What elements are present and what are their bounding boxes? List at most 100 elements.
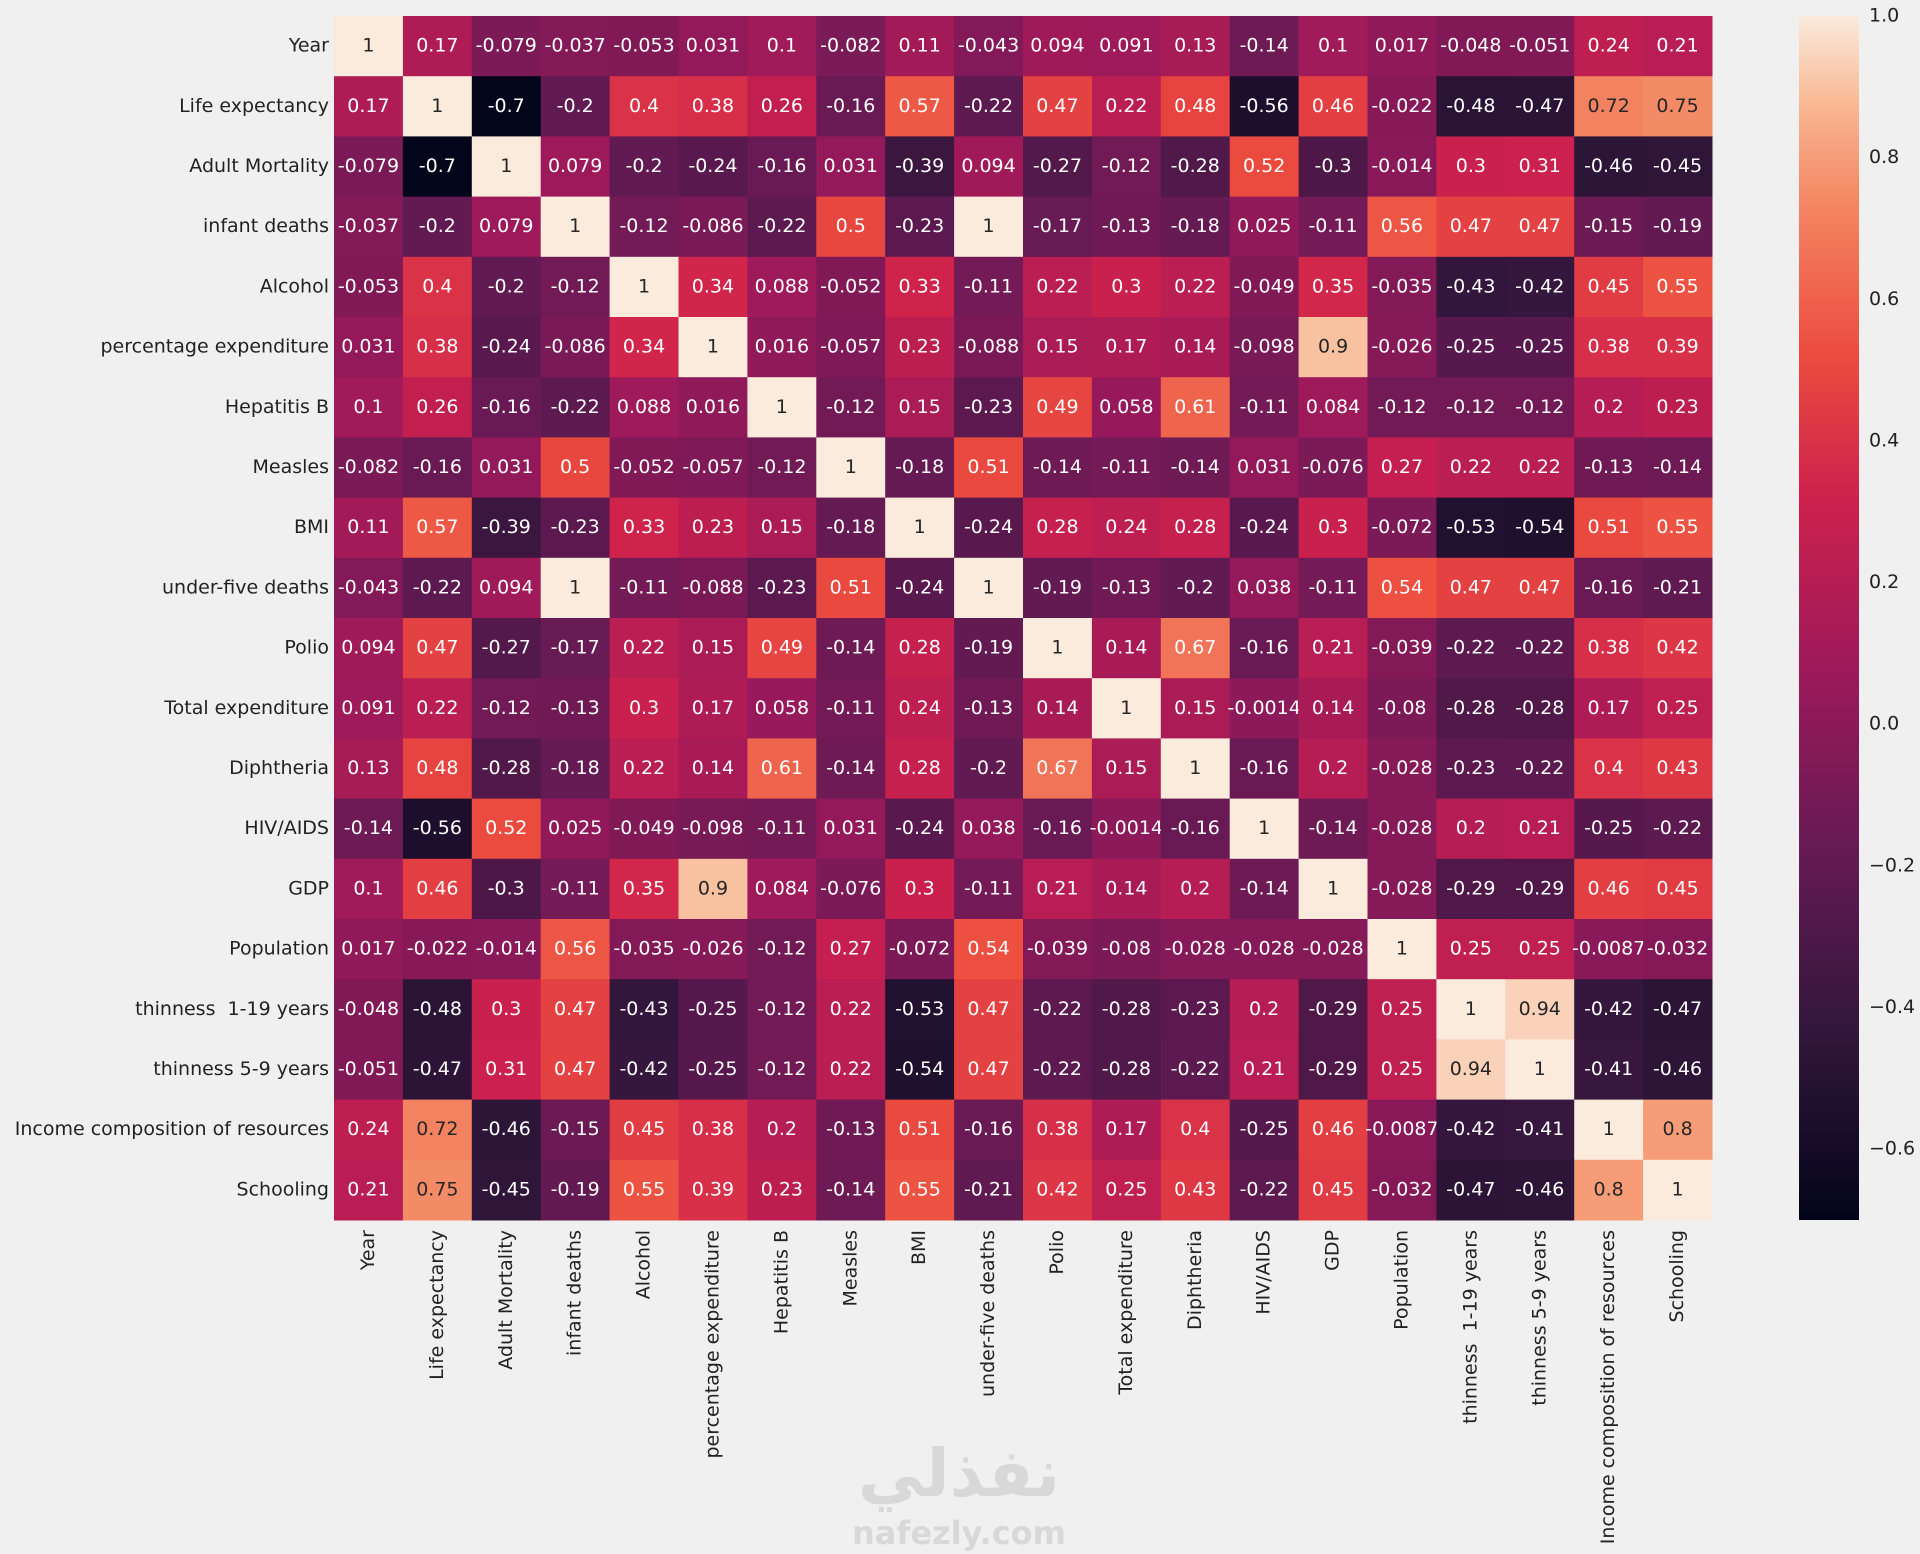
cell [954,798,1024,860]
cell-label: 1 [1120,697,1132,719]
cell [954,317,1024,378]
cell-label: 0.1 [1318,35,1348,57]
cell [1091,317,1162,378]
cell [1643,196,1713,258]
cell-label: 0.42 [1656,637,1698,659]
cell-label: -0.22 [757,215,806,237]
colorbar-tick-label: −0.2 [1869,854,1915,876]
cell [1643,618,1713,679]
watermark: نفذلي [858,1435,1060,1512]
cell-label: 0.39 [692,1178,734,1200]
cell [816,678,886,739]
cell-label: 0.94 [1450,1058,1492,1080]
cell [1229,678,1300,739]
cell-label: -0.16 [964,1118,1013,1140]
cell [1436,437,1506,499]
cell [471,738,542,800]
y-tick-label: Year [288,35,329,57]
cell-label: -0.098 [682,817,743,839]
cell-label: 0.031 [824,817,878,839]
cell [747,136,817,198]
cell-label: 0.094 [1030,35,1084,57]
cell-label: -0.3 [1315,155,1352,177]
cell-label: 0.75 [416,1178,458,1200]
cell [1505,76,1575,137]
cell [471,256,542,318]
colorbar-tick-label: 0.0 [1869,713,1899,735]
cell [1574,1099,1644,1161]
cell [1023,738,1093,800]
cell [678,377,748,438]
cell-label: 0.21 [1243,1058,1285,1080]
cell-label: -0.24 [895,817,944,839]
cell [1367,979,1437,1040]
cell [816,1099,886,1161]
cell [1160,858,1231,920]
cell [540,136,611,198]
cell [1505,919,1575,980]
cell-label: 0.22 [830,1058,872,1080]
cell [885,618,955,679]
cell-label: -0.42 [1515,275,1564,297]
cell-label: 0.28 [1174,516,1216,538]
cell-label: -0.11 [619,576,668,598]
cell-label: -0.15 [551,1118,600,1140]
cell-label: -0.25 [1584,817,1633,839]
x-tick-label: Alcohol [633,1230,655,1299]
cell-label: -0.026 [1371,336,1432,358]
cell [1505,678,1575,739]
cell-label: 0.2 [1594,396,1624,418]
cell-label: 0.45 [1587,275,1629,297]
cell-label: 0.23 [898,336,940,358]
cell [334,1099,404,1161]
cell-label: -0.18 [826,516,875,538]
cell [609,919,679,980]
cell [1229,1099,1300,1161]
cell-label: -0.072 [889,938,950,960]
cell [1436,196,1506,258]
colorbar-tick-label: 0.2 [1869,571,1899,593]
cell [1574,1159,1644,1221]
cell-label: 0.45 [1312,1178,1354,1200]
y-tick-label: HIV/AIDS [244,817,329,839]
cell [1091,738,1162,800]
cell [1091,1099,1162,1161]
cell [678,497,748,559]
cell-label: -0.028 [1371,817,1432,839]
cell [471,557,542,619]
cell-label: 0.13 [1174,35,1216,57]
cell-label: 0.47 [1519,215,1561,237]
cell-label: 0.47 [967,1058,1009,1080]
cell [609,979,679,1040]
cell-label: 0.26 [761,95,803,117]
cell [678,1039,748,1101]
x-tick-label: Adult Mortality [495,1230,517,1370]
cell [1436,1039,1506,1101]
cell [885,437,955,499]
cell-label: 0.016 [755,336,809,358]
cell [747,16,817,77]
cell [1091,76,1162,137]
cell [1505,437,1575,499]
cell-label: 0.55 [623,1178,665,1200]
x-tick-label: Total expenditure [1115,1230,1137,1396]
cell-label: -0.16 [1171,817,1220,839]
cell [678,1159,748,1221]
cell [334,377,404,438]
cell-label: 0.11 [347,516,389,538]
cell [1505,1159,1575,1221]
cell-label: 1 [914,516,926,538]
cell [1643,497,1713,559]
cell [471,979,542,1040]
cell [885,1099,955,1161]
x-tick-label: GDP [1322,1230,1344,1271]
cell-label: 0.5 [560,456,590,478]
cell-label: 0.1 [767,35,797,57]
cell [1505,317,1575,378]
cell [1436,919,1506,980]
cell [334,979,404,1040]
cell-label: 0.9 [1318,336,1348,358]
cell-label: 0.51 [1587,516,1629,538]
cell [1023,497,1093,559]
cell [678,557,748,619]
